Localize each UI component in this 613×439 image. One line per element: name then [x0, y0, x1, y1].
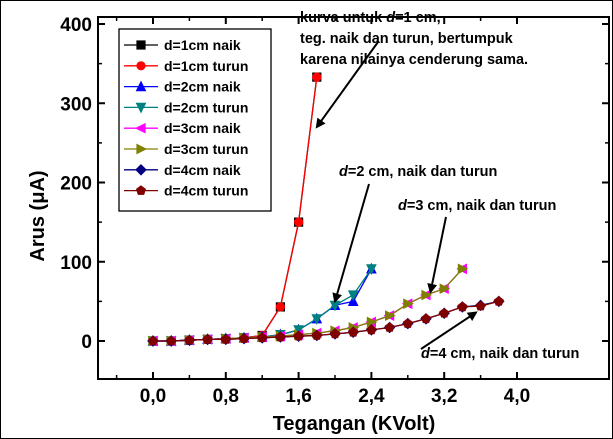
- plot-frame: [97, 16, 610, 380]
- data-point: [275, 331, 286, 342]
- data-point: [403, 298, 414, 310]
- data-point: [293, 217, 304, 227]
- data-point: [202, 334, 213, 344]
- legend-label: d=1cm turun: [164, 58, 248, 74]
- data-point: [384, 322, 395, 332]
- legend-item: d=1cm turun: [124, 58, 248, 74]
- legend-marker: [135, 164, 147, 176]
- y-tick-label: 400: [60, 15, 92, 36]
- legend-label: d=3cm turun: [164, 141, 248, 157]
- legend-label: d=3cm naik: [164, 120, 241, 136]
- annotation-arrow: [315, 41, 379, 129]
- annotation-text: d=2 cm, naik dan turun: [339, 164, 497, 180]
- data-point: [184, 334, 195, 345]
- annotation-4: d=4 cm, naik dan turun: [420, 311, 579, 362]
- legend-item: d=2cm naik: [124, 79, 241, 95]
- data-point: [457, 263, 469, 275]
- data-point: [257, 332, 268, 343]
- legend-item: d=1cm naik: [124, 37, 241, 53]
- data-point: [293, 330, 304, 341]
- data-point: [311, 314, 323, 325]
- y-tick-label: 300: [60, 94, 92, 115]
- annotation-text: kurva untuk d=1 cm,: [300, 10, 441, 26]
- series-layer: [146, 72, 505, 348]
- annotation-text: d=4 cm, naik dan turun: [421, 346, 579, 362]
- annotation-arrow: [427, 216, 447, 294]
- legend-item: d=3cm naik: [124, 120, 241, 136]
- legend-marker: [135, 80, 147, 92]
- x-tick-label: 3,2: [431, 386, 457, 407]
- legend-marker: [135, 102, 147, 114]
- y-tick-label: 0: [81, 332, 92, 353]
- data-point: [457, 301, 468, 312]
- legend-item: d=4cm naik: [124, 162, 241, 178]
- data-point: [384, 310, 396, 321]
- data-point: [475, 300, 486, 311]
- annotation-3: d=3 cm, naik dan turun: [398, 198, 556, 294]
- data-point: [420, 313, 432, 324]
- legend-label: d=2cm turun: [164, 99, 248, 115]
- data-point: [366, 324, 377, 335]
- legend: d=1cm naik d=1cm turun d=2cm naik d=2cm tur…: [118, 28, 272, 212]
- data-point: [311, 330, 322, 340]
- legend-label: d=4cm turun: [164, 183, 248, 199]
- annotations: kurva untuk d=1 cm, teg. naik dan turun, …: [300, 10, 579, 362]
- annotation-arrow: [420, 311, 478, 350]
- annotation-1: kurva untuk d=1 cm, teg. naik dan turun, …: [300, 10, 528, 129]
- data-point: [402, 318, 413, 328]
- y-tick-label: 100: [60, 253, 92, 274]
- annotation-text: karena nilainya cenderung sama.: [300, 52, 528, 68]
- data-point: [366, 264, 377, 275]
- legend-item: d=2cm turun: [124, 99, 248, 115]
- data-point: [439, 283, 451, 295]
- data-point: [238, 333, 250, 343]
- legend-marker: [135, 185, 147, 195]
- y-tick-label: 200: [60, 174, 92, 195]
- legend-marker: [136, 143, 148, 155]
- data-point: [329, 328, 341, 339]
- data-point: [347, 290, 359, 302]
- annotation-2: d=2 cm, naik dan turun: [332, 164, 497, 304]
- data-point: [275, 302, 285, 312]
- data-point: [348, 326, 359, 337]
- legend-label: d=4cm naik: [164, 162, 241, 178]
- legend-marker: [136, 40, 146, 50]
- legend-label: d=2cm naik: [164, 79, 241, 95]
- legend-marker: [136, 61, 146, 71]
- x-tick-label: 0,0: [140, 386, 166, 407]
- legend-label: d=1cm naik: [164, 37, 241, 53]
- data-point: [147, 335, 159, 346]
- legend-box: [118, 28, 272, 212]
- y-axis-title: Arus (μA): [27, 170, 49, 261]
- data-point: [439, 307, 450, 318]
- data-point: [421, 289, 433, 301]
- x-tick-label: 1,6: [285, 386, 311, 407]
- data-point: [220, 334, 231, 344]
- x-tick-label: 2,4: [358, 386, 385, 407]
- series-8: [147, 296, 504, 346]
- annotation-text: teg. naik dan turun, bertumpuk: [300, 31, 514, 47]
- legend-item: d=4cm turun: [124, 183, 248, 199]
- x-tick-label: 4,0: [504, 386, 530, 407]
- data-point: [312, 72, 322, 82]
- axes: 0,0 0,8 1,6 2,4 3,2 4,0 0 100 200 300 400: [60, 15, 609, 407]
- x-tick-label: 0,8: [213, 386, 239, 407]
- data-point: [293, 325, 304, 336]
- legend-item: d=3cm turun: [124, 141, 248, 157]
- annotation-text: d=3 cm, naik dan turun: [398, 198, 556, 214]
- annotation-arrow: [332, 183, 370, 304]
- x-axis-title: Tegangan (KVolt): [273, 413, 436, 435]
- legend-marker: [134, 122, 146, 134]
- data-point: [366, 316, 378, 328]
- data-point: [166, 335, 177, 346]
- data-point: [493, 296, 504, 306]
